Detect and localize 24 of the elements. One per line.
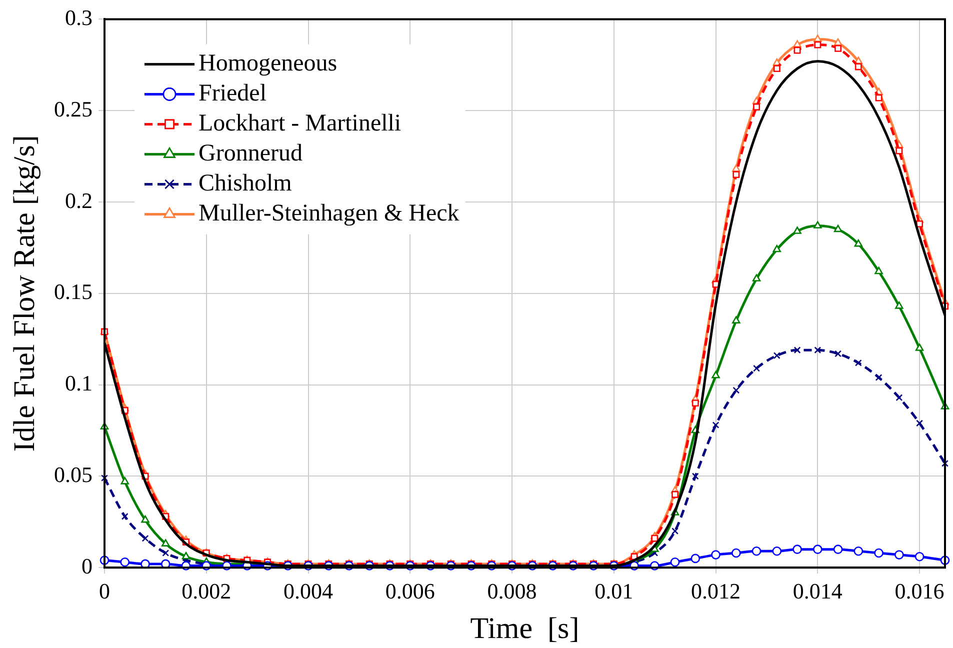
x-tick-label: 0.012 — [691, 578, 741, 604]
legend-label: Lockhart - Martinelli — [198, 110, 402, 136]
legend-label: Muller-Steinhagen & Heck — [198, 200, 460, 226]
y-tick-label: 0.2 — [65, 188, 92, 213]
y-tick-label: 0.3 — [65, 4, 92, 30]
y-tick-label: 0.15 — [54, 279, 92, 304]
y-tick-label: 0.05 — [54, 462, 92, 487]
x-tick-label: 0.016 — [894, 578, 944, 604]
y-axis-title: Idle Fuel Flow Rate [kg/s] — [8, 135, 41, 452]
legend-label: Chisholm — [198, 170, 292, 196]
x-tick-label: 0.01 — [594, 578, 634, 604]
legend-label: Friedel — [198, 80, 267, 106]
y-tick-label: 0 — [82, 553, 92, 578]
x-tick-label: 0.006 — [385, 578, 435, 604]
y-tick-label: 0.1 — [65, 370, 92, 396]
x-tick-label: 0.008 — [487, 578, 537, 604]
x-axis-title: Time [s] — [470, 612, 580, 645]
x-tick-label: 0.014 — [792, 578, 842, 604]
x-tick-label: 0.004 — [284, 578, 334, 604]
x-tick-label: 0.002 — [182, 578, 232, 604]
x-tick-label: 0 — [99, 578, 110, 604]
legend-label: Homogeneous — [198, 50, 338, 76]
y-tick-label: 0.25 — [54, 96, 92, 122]
legend-label: Gronnerud — [198, 140, 302, 166]
